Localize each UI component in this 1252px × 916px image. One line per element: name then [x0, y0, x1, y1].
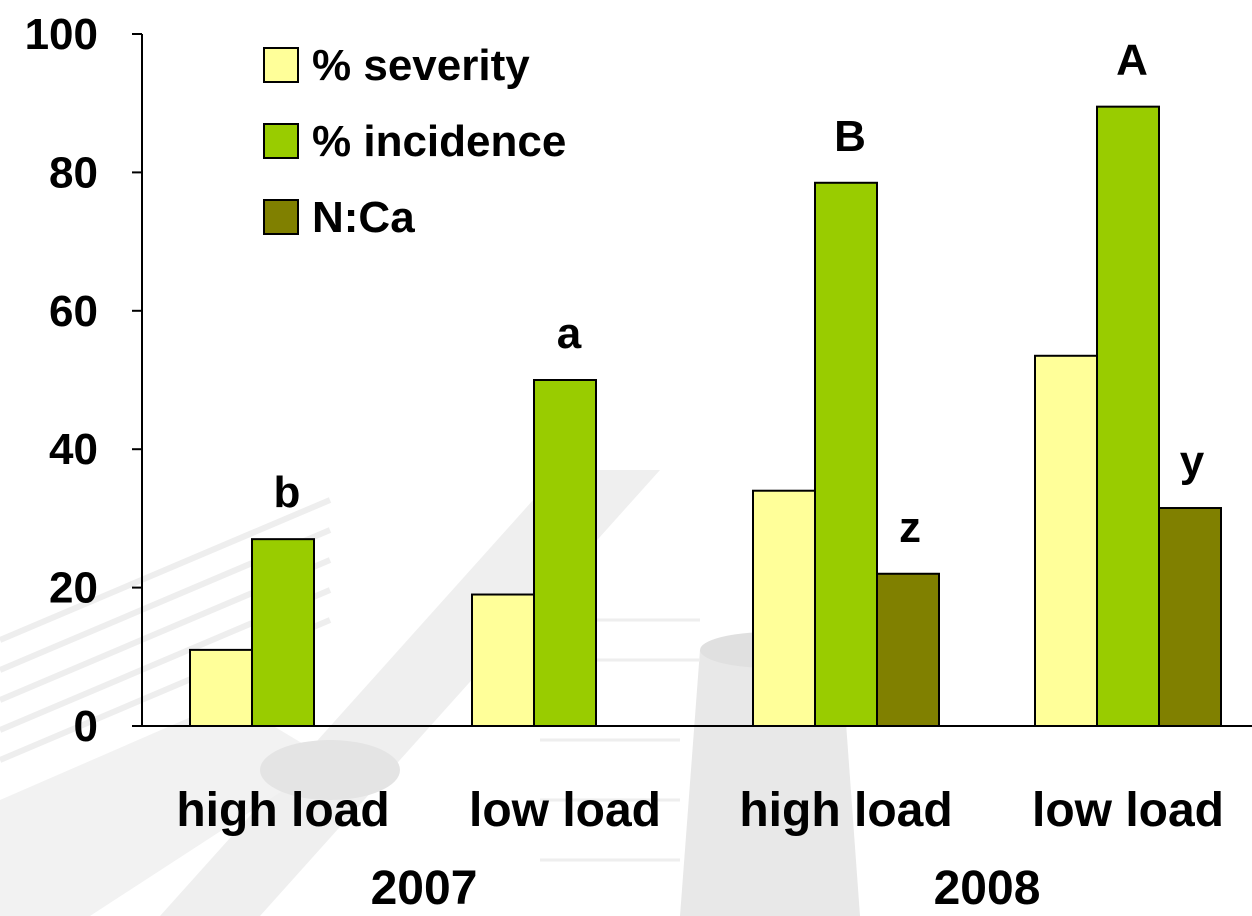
bar-incidence-3: [1096, 105, 1160, 728]
y-tick-label-60: 60: [49, 287, 98, 336]
bars: [189, 105, 1222, 728]
bar-incidence-0: [251, 538, 315, 727]
y-tick-label-40: 40: [49, 425, 98, 474]
bar-severity-0: [189, 648, 253, 728]
category-label-0: high load: [176, 784, 389, 837]
y-tick-label-0: 0: [74, 702, 98, 751]
bar-incidence-2: [814, 181, 878, 727]
background-watermark: [0, 470, 860, 916]
significance-label-B: B: [834, 112, 866, 161]
bar-severity-2: [752, 489, 816, 727]
bar-severity-1: [471, 593, 535, 728]
group-label-2007: 2007: [371, 862, 478, 915]
y-tick-label-20: 20: [49, 564, 98, 613]
legend-swatch-2: [263, 199, 299, 235]
legend: % severity % incidence N:Ca: [263, 41, 566, 242]
bar-severity-3: [1034, 354, 1098, 727]
x-axis-labels: high load low load high load low load 2007 20…: [176, 784, 1224, 915]
category-label-1: low load: [469, 784, 661, 837]
y-tick-label-80: 80: [49, 148, 98, 197]
bar-incidence-1: [533, 379, 597, 727]
group-label-2008: 2008: [934, 862, 1041, 915]
significance-label-b: b: [274, 468, 301, 517]
bar-n-ca-3: [1158, 507, 1222, 727]
significance-label-A: A: [1116, 36, 1148, 85]
significance-label-a: a: [557, 309, 582, 358]
axes: 0 20 40 60 80 100: [25, 10, 1252, 751]
bar-n-ca-2: [876, 572, 940, 728]
legend-label-2: N:Ca: [312, 193, 415, 242]
significance-label-z: z: [899, 503, 921, 552]
significance-label-y: y: [1180, 437, 1205, 486]
significance-labels: b a B Az y: [274, 36, 1205, 552]
legend-label-0: % severity: [312, 41, 530, 90]
legend-swatch-1: [263, 123, 299, 159]
legend-swatch-0: [263, 47, 299, 83]
category-label-3: low load: [1032, 784, 1224, 837]
category-label-2: high load: [739, 784, 952, 837]
legend-label-1: % incidence: [312, 117, 566, 166]
y-tick-label-100: 100: [25, 10, 98, 59]
